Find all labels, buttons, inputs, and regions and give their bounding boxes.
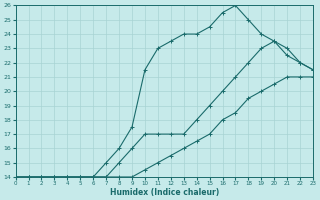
- X-axis label: Humidex (Indice chaleur): Humidex (Indice chaleur): [110, 188, 219, 197]
